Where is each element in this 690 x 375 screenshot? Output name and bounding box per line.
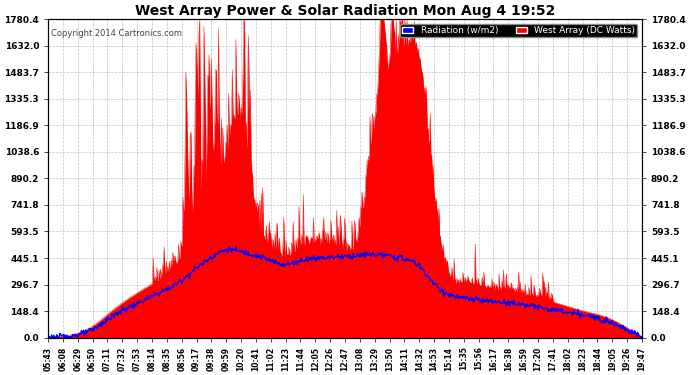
Legend: Radiation (w/m2), West Array (DC Watts): Radiation (w/m2), West Array (DC Watts): [400, 24, 638, 38]
Title: West Array Power & Solar Radiation Mon Aug 4 19:52: West Array Power & Solar Radiation Mon A…: [135, 4, 555, 18]
Text: Copyright 2014 Cartronics.com: Copyright 2014 Cartronics.com: [51, 29, 182, 38]
